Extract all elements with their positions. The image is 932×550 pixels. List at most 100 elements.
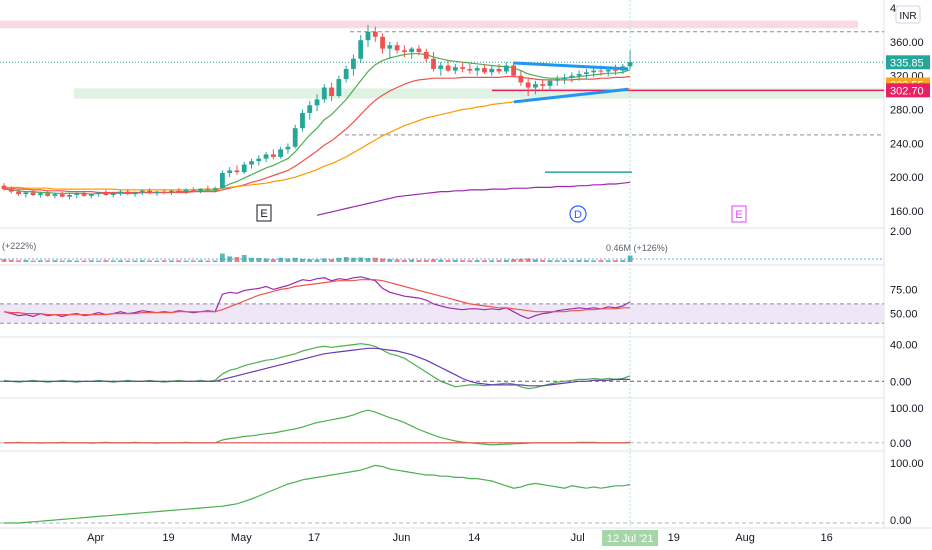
candle-body: [23, 192, 29, 195]
candle-body: [59, 194, 65, 197]
volume-bar: [45, 260, 51, 262]
earnings-marker-e1[interactable]: E: [256, 204, 272, 222]
candle-body: [598, 70, 604, 72]
rsi-tick: 75.00: [890, 284, 918, 296]
candle-body: [154, 191, 160, 194]
candle-body: [161, 191, 167, 193]
volume-bar: [270, 259, 276, 262]
support-zone: [74, 88, 884, 99]
time-tick: Apr: [87, 532, 104, 544]
volume-tick: 2.00: [890, 226, 911, 238]
volume-bar: [132, 260, 138, 262]
volume-bar: [540, 260, 546, 262]
grid-lines: [0, 0, 932, 529]
volume-bar: [154, 260, 160, 262]
candle-body: [292, 128, 298, 147]
price-tick: 200.00: [890, 172, 924, 184]
volume-bar: [584, 260, 589, 262]
volume-bar: [16, 260, 21, 262]
candle-body: [314, 99, 320, 106]
earnings-marker-label: E: [260, 208, 267, 220]
candle-body: [343, 68, 349, 80]
candle-body: [438, 65, 444, 69]
volume-bar: [511, 259, 516, 262]
upper-trendline: [513, 61, 629, 71]
volume-bar: [402, 259, 407, 262]
volume-bar: [1, 259, 7, 262]
candle-body: [584, 72, 589, 74]
current-date-badge: [602, 530, 659, 546]
volume-bar: [161, 260, 167, 262]
candle-body: [372, 31, 378, 37]
price-badge: [886, 83, 930, 98]
candle-body: [387, 45, 393, 49]
volume-bar: [474, 260, 480, 262]
candle-body: [321, 87, 327, 100]
candle-body: [591, 70, 597, 73]
earnings-marker-label: E: [735, 209, 742, 221]
price-tick: 280.00: [890, 105, 924, 117]
volume-bar: [343, 257, 349, 262]
time-tick: May: [231, 532, 252, 544]
candle-body: [409, 48, 415, 52]
candle-body: [81, 193, 87, 196]
adx-tick: 0.00: [890, 515, 911, 527]
currency-button[interactable]: INR: [895, 5, 921, 24]
earnings-marker-e2[interactable]: E: [731, 205, 747, 223]
macd-tick: 0.00: [890, 376, 911, 388]
volume-bar: [8, 259, 14, 262]
time-tick: 17: [308, 532, 320, 544]
volume-bar: [23, 260, 29, 262]
candle-body: [285, 146, 291, 150]
candle-body: [139, 190, 145, 193]
candle-body: [533, 84, 538, 88]
stoch-k-line: [4, 409, 631, 446]
candles: [1, 24, 633, 200]
lower-trendline: [513, 87, 629, 104]
candle-body: [227, 170, 233, 173]
indicator-panes: [0, 276, 884, 524]
candle-body: [627, 62, 633, 67]
candle-body: [336, 79, 342, 96]
volume-bar: [234, 257, 240, 262]
stoch-tick: 100.00: [890, 403, 924, 415]
candle-body: [569, 75, 575, 78]
candle-body: [423, 52, 429, 59]
candle-body: [402, 50, 407, 52]
time-axis[interactable]: Apr 19 May 17 Jun 14 Jul 19 Aug 16 12 Jul '21: [87, 530, 833, 546]
time-tick: Jun: [393, 532, 411, 544]
candle-body: [256, 158, 262, 162]
candle-body: [88, 194, 94, 196]
candle-body: [613, 69, 618, 71]
time-tick: 16: [821, 532, 833, 544]
volume-bar: [452, 259, 458, 262]
candle-body: [132, 192, 138, 195]
volume-bar: [88, 260, 94, 262]
volume-bar: [139, 260, 145, 262]
volume-bar: [627, 255, 633, 262]
price-badge-label: 302.70: [890, 85, 924, 97]
price-axis[interactable]: 4360.00320.00280.00240.00200.00160.00335…: [886, 3, 930, 527]
candle-body: [16, 191, 21, 195]
stoch-tick: 0.00: [890, 438, 911, 450]
ema_fast-line: [3, 53, 631, 195]
candle-body: [452, 67, 458, 71]
volume-bar: [292, 257, 298, 262]
candle-body: [183, 189, 189, 192]
current-date-label: 12 Jul '21: [607, 533, 654, 545]
candle-body: [278, 149, 284, 157]
rsi-band: [0, 303, 884, 324]
volume-bar: [30, 260, 36, 262]
candle-body: [118, 191, 123, 194]
price-tick: 360.00: [890, 37, 924, 49]
dividend-marker[interactable]: D: [569, 205, 587, 223]
volume-bar: [576, 260, 582, 262]
volume-bar: [460, 260, 466, 262]
candle-body: [474, 68, 480, 71]
volume-bar: [74, 260, 80, 262]
candle-body: [67, 195, 72, 197]
volume-bar: [190, 260, 196, 262]
volume-bar: [198, 260, 203, 262]
volume-bar: [394, 259, 400, 262]
